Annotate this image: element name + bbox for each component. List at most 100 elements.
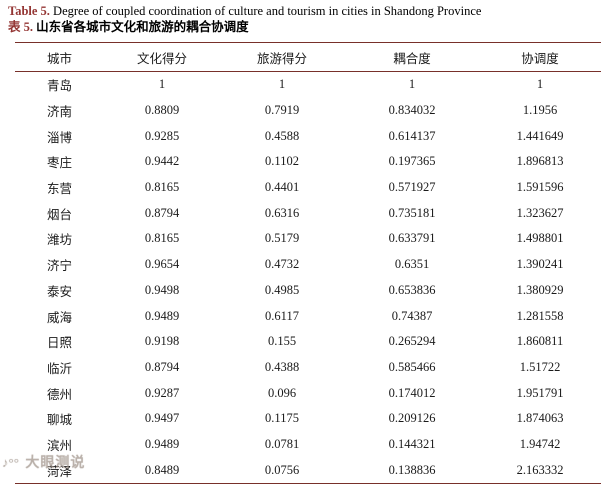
- value-cell: 0.9489: [144, 308, 180, 323]
- value-cell: 1.951791: [516, 385, 564, 400]
- value-cell: 1.1956: [522, 103, 558, 118]
- table-row: 日照 0.9198 0.155 0.265294 1.860811: [15, 329, 601, 355]
- value-cell: 0.0756: [264, 462, 300, 477]
- value-cell: 0.571927: [388, 180, 436, 195]
- value-cell: 1: [536, 77, 544, 92]
- city-cell: 威海: [46, 310, 72, 325]
- value-cell: 0.8794: [144, 205, 180, 220]
- value-cell: 0.735181: [388, 205, 436, 220]
- city-cell: 聊城: [46, 413, 72, 428]
- caption-chinese: 表 5. 山东省各城市文化和旅游的耦合协调度: [8, 19, 607, 35]
- value-cell: 0.096: [267, 385, 297, 400]
- value-cell: 1.860811: [516, 334, 564, 349]
- value-cell: 0.9198: [144, 334, 180, 349]
- value-cell: 1.874063: [516, 411, 564, 426]
- value-cell: 0.4388: [264, 359, 300, 374]
- value-cell: 0.4985: [264, 282, 300, 297]
- value-cell: 0.9497: [144, 411, 180, 426]
- value-cell: 1.441649: [516, 128, 564, 143]
- city-cell: 潍坊: [46, 233, 72, 248]
- table-row: 泰安 0.9498 0.4985 0.653836 1.380929: [15, 278, 601, 304]
- value-cell: 0.653836: [388, 282, 436, 297]
- value-cell: 0.9287: [144, 385, 180, 400]
- value-cell: 0.197365: [388, 154, 436, 169]
- value-cell: 1.94742: [519, 436, 561, 451]
- caption-english-label: Table 5.: [8, 4, 50, 18]
- city-cell: 淄博: [46, 130, 72, 145]
- value-cell: 0.174012: [388, 385, 436, 400]
- value-cell: 0.0781: [264, 436, 300, 451]
- city-cell: 德州: [46, 387, 72, 402]
- header-coordination-degree: 协调度: [521, 51, 559, 66]
- value-cell: 0.8809: [144, 103, 180, 118]
- value-cell: 0.144321: [388, 436, 436, 451]
- city-cell: 滨州: [46, 438, 72, 453]
- value-cell: 1.323627: [516, 205, 564, 220]
- value-cell: 0.7919: [264, 103, 300, 118]
- table-row: 潍坊 0.8165 0.5179 0.633791 1.498801: [15, 226, 601, 252]
- value-cell: 0.9489: [144, 436, 180, 451]
- value-cell: 0.8794: [144, 359, 180, 374]
- header-coupling-degree: 耦合度: [393, 51, 431, 66]
- table-row: 威海 0.9489 0.6117 0.74387 1.281558: [15, 303, 601, 329]
- value-cell: 0.138836: [388, 462, 436, 477]
- city-cell: 烟台: [46, 207, 72, 222]
- table-row: 德州 0.9287 0.096 0.174012 1.951791: [15, 380, 601, 406]
- city-cell: 日照: [46, 336, 72, 351]
- coupling-coordination-table: 城市 文化得分 旅游得分 耦合度 协调度 青岛 1 1 1 1 济南 0.8809 0.791…: [14, 42, 601, 484]
- caption-chinese-text: 山东省各城市文化和旅游的耦合协调度: [36, 20, 249, 34]
- value-cell: 1: [158, 77, 166, 92]
- value-cell: 1.498801: [516, 231, 564, 246]
- city-cell: 东营: [46, 182, 72, 197]
- value-cell: 0.8489: [144, 462, 180, 477]
- value-cell: 0.74387: [391, 308, 433, 323]
- table-row: 菏泽 0.8489 0.0756 0.138836 2.163332: [15, 457, 601, 483]
- value-cell: 0.4401: [264, 180, 300, 195]
- caption-english-text: Degree of coupled coordination of cultur…: [53, 4, 482, 18]
- value-cell: 0.1102: [265, 154, 299, 169]
- value-cell: 1.390241: [516, 257, 564, 272]
- value-cell: 0.614137: [388, 128, 436, 143]
- table-row: 聊城 0.9497 0.1175 0.209126 1.874063: [15, 406, 601, 432]
- value-cell: 1: [278, 77, 286, 92]
- header-row: 城市 文化得分 旅游得分 耦合度 协调度: [14, 43, 601, 72]
- header-city: 城市: [46, 51, 72, 66]
- city-cell: 青岛: [46, 79, 72, 94]
- value-cell: 0.585466: [388, 359, 436, 374]
- value-cell: 1.896813: [516, 154, 564, 169]
- city-cell: 枣庄: [46, 156, 72, 171]
- value-cell: 0.1175: [265, 411, 299, 426]
- value-cell: 0.9442: [144, 154, 180, 169]
- city-cell: 济宁: [46, 259, 72, 274]
- header-tourism-score: 旅游得分: [256, 51, 307, 66]
- table-row: 青岛 1 1 1 1: [15, 72, 601, 98]
- table-row: 枣庄 0.9442 0.1102 0.197365 1.896813: [15, 149, 601, 175]
- table-body: 青岛 1 1 1 1 济南 0.8809 0.7919 0.834032 1.1956 淄博 0.92…: [15, 72, 601, 484]
- table-row: 滨州 0.9489 0.0781 0.144321 1.94742: [15, 432, 601, 458]
- value-cell: 1.591596: [516, 180, 564, 195]
- value-cell: 0.633791: [388, 231, 436, 246]
- table-header: 城市 文化得分 旅游得分 耦合度 协调度: [14, 43, 601, 72]
- table-row: 烟台 0.8794 0.6316 0.735181 1.323627: [15, 200, 601, 226]
- table-caption: Table 5. Degree of coupled coordination …: [0, 0, 615, 35]
- value-cell: 0.5179: [264, 231, 300, 246]
- value-cell: 0.209126: [388, 411, 436, 426]
- table-row: 东营 0.8165 0.4401 0.571927 1.591596: [15, 175, 601, 201]
- table-row: 临沂 0.8794 0.4388 0.585466 1.51722: [15, 355, 601, 381]
- value-cell: 0.155: [267, 334, 297, 349]
- value-cell: 0.6351: [394, 257, 430, 272]
- value-cell: 0.8165: [144, 231, 180, 246]
- table-row: 济宁 0.9654 0.4732 0.6351 1.390241: [15, 252, 601, 278]
- table-row: 济南 0.8809 0.7919 0.834032 1.1956: [15, 98, 601, 124]
- value-cell: 0.9498: [144, 282, 180, 297]
- value-cell: 0.265294: [388, 334, 436, 349]
- city-cell: 临沂: [46, 361, 72, 376]
- value-cell: 0.6316: [264, 205, 300, 220]
- value-cell: 0.4732: [264, 257, 300, 272]
- table-row: 淄博 0.9285 0.4588 0.614137 1.441649: [15, 123, 601, 149]
- header-culture-score: 文化得分: [136, 51, 187, 66]
- value-cell: 0.4588: [264, 128, 300, 143]
- value-cell: 1.281558: [516, 308, 564, 323]
- caption-english: Table 5. Degree of coupled coordination …: [8, 3, 607, 19]
- city-cell: 济南: [46, 105, 72, 120]
